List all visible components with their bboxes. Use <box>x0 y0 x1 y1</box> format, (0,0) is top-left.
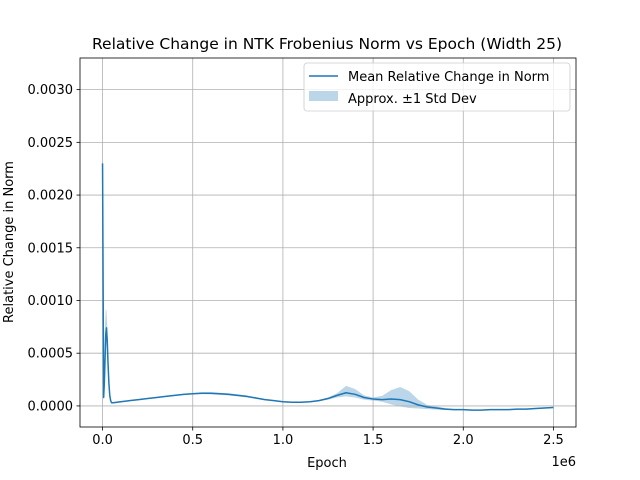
y-tick-label: 0.0015 <box>28 241 74 256</box>
x-tick-label: 2.0 <box>453 433 474 448</box>
x-tick-label: 1.5 <box>363 433 384 448</box>
x-tick-label: 0.5 <box>182 433 203 448</box>
y-tick-label: 0.0010 <box>28 294 74 309</box>
y-tick-layer: 0.0000 0.0005 0.0010 0.0015 0.0020 0.0025 0.00… <box>28 83 80 414</box>
y-tick-label: 0.0000 <box>28 399 74 414</box>
chart-title: Relative Change in NTK Frobenius Norm vs… <box>92 35 562 53</box>
grid-layer <box>80 58 576 427</box>
plot-frame <box>79 57 577 428</box>
x-tick-label: 2.5 <box>543 433 564 448</box>
legend-box <box>303 62 571 112</box>
x-tick-layer: 0.0 0.5 1.0 1.5 2.0 2.5 <box>92 427 564 448</box>
std-dev-band-layer <box>102 163 554 411</box>
mean-line <box>101 163 554 411</box>
legend-label-mean: Mean Relative Change in Norm <box>348 70 549 85</box>
std-dev-band <box>102 163 554 411</box>
mean-line-layer <box>101 163 554 411</box>
legend: Mean Relative Change in Norm Approx. ±1 … <box>303 62 571 112</box>
y-axis-label: Relative Change in Norm <box>2 161 17 323</box>
legend-band-swatch <box>309 91 338 101</box>
x-axis-label: Epoch <box>307 456 347 471</box>
x-axis-offset-label: 1e6 <box>551 455 576 470</box>
y-tick-label: 0.0030 <box>28 83 74 98</box>
x-tick-label: 1.0 <box>273 433 294 448</box>
legend-label-std: Approx. ±1 Std Dev <box>348 92 477 107</box>
y-tick-label: 0.0005 <box>28 347 74 362</box>
y-tick-label: 0.0020 <box>28 189 74 204</box>
x-tick-label: 0.0 <box>92 433 113 448</box>
y-tick-label: 0.0025 <box>28 136 74 151</box>
